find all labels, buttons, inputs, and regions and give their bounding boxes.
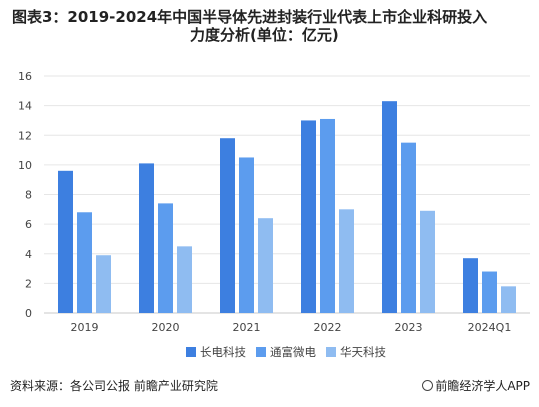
bar-chart: 0 2 4 6 8 10 12 14 16 2019 2020 2021 2022 2023 2024Q1 长… — [18, 70, 530, 359]
footer: 资料来源：各公司公报 前瞻产业研究院 前瞻经济学人APP — [10, 377, 530, 397]
brand-name: 前瞻经济学人APP — [435, 379, 530, 393]
x-tick-label: 2023 — [395, 321, 423, 334]
y-tick-label: 12 — [18, 129, 32, 142]
legend-label: 通富微电 — [270, 345, 316, 359]
x-tick-label: 2020 — [152, 321, 180, 334]
bar — [401, 142, 416, 313]
x-tick-label: 2019 — [71, 321, 99, 334]
chart-title: 图表3：2019-2024年中国半导体先进封装行业代表上市企业科研投入 力度分析… — [12, 8, 532, 44]
bar — [482, 271, 497, 313]
legend-swatch — [256, 347, 266, 357]
brand-attribution: 前瞻经济学人APP — [422, 377, 530, 394]
bar — [220, 138, 235, 313]
bar — [58, 170, 73, 313]
bar — [258, 218, 273, 313]
source-note: 资料来源：各公司公报 前瞻产业研究院 — [10, 379, 218, 393]
bar — [420, 210, 435, 313]
y-tick-label: 4 — [25, 248, 32, 261]
y-tick-label: 0 — [25, 307, 32, 320]
y-tick-label: 6 — [25, 218, 32, 231]
x-tick-label: 2021 — [233, 321, 261, 334]
y-tick-label: 14 — [18, 100, 32, 113]
bar — [158, 203, 173, 313]
x-tick-label: 2024Q1 — [468, 321, 512, 334]
bar — [320, 118, 335, 313]
y-tick-label: 8 — [25, 189, 32, 202]
bar — [239, 157, 254, 313]
bar — [77, 212, 92, 313]
y-tick-label: 10 — [18, 159, 32, 172]
legend-label: 长电科技 — [200, 345, 246, 359]
y-tick-label: 16 — [18, 70, 32, 83]
bar — [301, 120, 316, 313]
y-tick-label: 2 — [25, 277, 32, 290]
bar — [139, 163, 154, 313]
bar — [382, 101, 397, 314]
legend-swatch — [326, 347, 336, 357]
brand-logo-icon — [422, 380, 434, 391]
x-tick-label: 2022 — [314, 321, 342, 334]
bar — [463, 258, 478, 313]
bar — [96, 255, 111, 313]
bar — [177, 246, 192, 313]
legend-swatch — [186, 347, 196, 357]
legend-label: 华天科技 — [340, 345, 386, 359]
chart-title-line-2: 力度分析(单位：亿元) — [190, 26, 339, 44]
bar — [501, 286, 516, 313]
chart-title-line-1: 图表3：2019-2024年中国半导体先进封装行业代表上市企业科研投入 — [12, 8, 488, 26]
bar — [339, 209, 354, 313]
